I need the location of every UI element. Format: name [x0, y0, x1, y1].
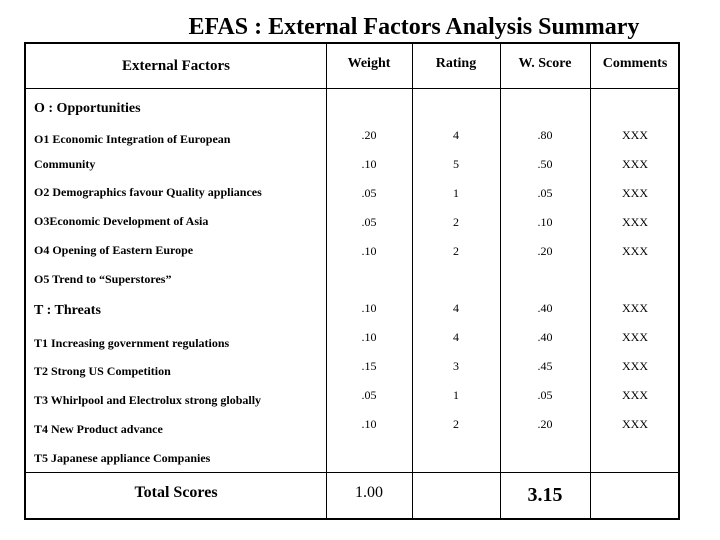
wscore-value: .45: [537, 359, 553, 373]
header-comments: Comments: [602, 56, 668, 71]
factor-label: T1 Increasing government regulations: [34, 336, 230, 350]
column-divider: [326, 44, 327, 518]
comment-value: XXX: [622, 215, 648, 229]
comment-value: XXX: [622, 388, 648, 402]
wscore-value: .20: [537, 244, 553, 258]
wscore-value: .05: [537, 186, 553, 200]
rating-value: 1: [453, 388, 459, 402]
rating-value: 3: [453, 359, 459, 373]
factor-label: T3 Whirlpool and Electrolux strong globa…: [34, 393, 262, 407]
column-divider: [590, 44, 591, 518]
factor-label: T4 New Product advance: [34, 422, 163, 436]
opportunities-heading: O : Opportunities: [34, 101, 141, 116]
factor-label: O4 Opening of Eastern Europe: [34, 243, 194, 257]
header-divider: [26, 88, 678, 89]
rating-value: 2: [453, 244, 459, 258]
total-scores-label: Total Scores: [134, 484, 218, 501]
total-wscore: 3.15: [527, 484, 563, 506]
rating-value: 2: [453, 417, 459, 431]
wscore-value: .40: [537, 301, 553, 315]
rating-value: 2: [453, 215, 459, 229]
weight-value: .20: [361, 128, 377, 142]
rating-value: 5: [453, 157, 459, 171]
efas-table: External Factors Weight Rating W. Score …: [24, 42, 680, 520]
column-divider: [500, 44, 501, 518]
rating-value: 4: [453, 128, 459, 142]
weight-value: .10: [361, 301, 377, 315]
comment-value: XXX: [622, 186, 648, 200]
rating-value: 1: [453, 186, 459, 200]
factor-label: T5 Japanese appliance Companies: [34, 451, 211, 465]
column-divider: [412, 44, 413, 518]
weight-value: .10: [361, 417, 377, 431]
comment-value: XXX: [622, 359, 648, 373]
total-weight: 1.00: [355, 484, 383, 501]
comment-value: XXX: [622, 301, 648, 315]
weight-value: .10: [361, 330, 377, 344]
weight-value: .15: [361, 359, 377, 373]
threats-heading: T : Threats: [34, 303, 101, 318]
wscore-value: .40: [537, 330, 553, 344]
wscore-value: .20: [537, 417, 553, 431]
factor-label: Community: [34, 157, 96, 171]
totals-divider: [26, 472, 678, 473]
header-wscore: W. Score: [518, 56, 572, 71]
rating-value: 4: [453, 330, 459, 344]
factor-label: O1 Economic Integration of European: [34, 132, 231, 146]
comment-value: XXX: [622, 244, 648, 258]
page-title: EFAS : External Factors Analysis Summary: [188, 14, 640, 40]
weight-value: .05: [361, 388, 377, 402]
wscore-value: .05: [537, 388, 553, 402]
weight-value: .10: [361, 244, 377, 258]
factor-label: O3Economic Development of Asia: [34, 214, 209, 228]
header-external-factors: External Factors: [122, 58, 230, 74]
weight-value: .05: [361, 186, 377, 200]
factor-label: O5 Trend to “Superstores”: [34, 272, 172, 286]
wscore-value: .50: [537, 157, 553, 171]
wscore-value: .80: [537, 128, 553, 142]
comment-value: XXX: [622, 128, 648, 142]
comment-value: XXX: [622, 330, 648, 344]
factor-label: T2 Strong US Competition: [34, 364, 171, 378]
header-weight: Weight: [347, 56, 391, 71]
comment-value: XXX: [622, 157, 648, 171]
weight-value: .05: [361, 215, 377, 229]
weight-value: .10: [361, 157, 377, 171]
rating-value: 4: [453, 301, 459, 315]
wscore-value: .10: [537, 215, 553, 229]
factor-label: O2 Demographics favour Quality appliance…: [34, 185, 262, 199]
comment-value: XXX: [622, 417, 648, 431]
header-rating: Rating: [435, 56, 477, 71]
